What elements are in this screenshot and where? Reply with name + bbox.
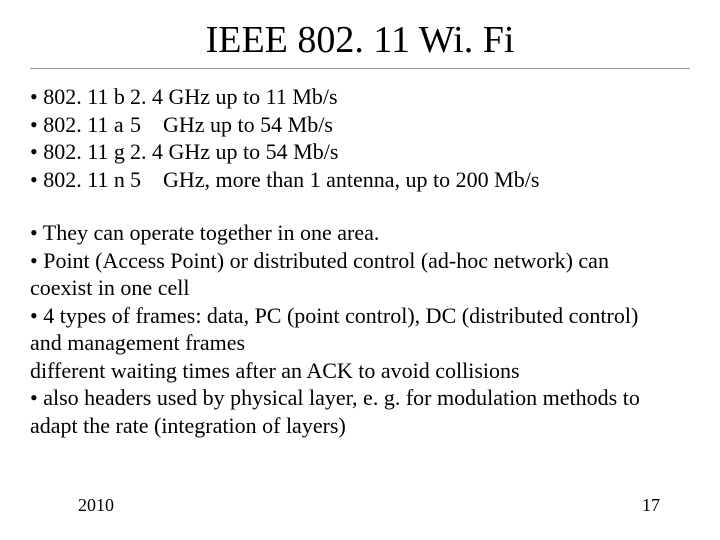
spec-standard: • 802. 11 n <box>30 166 130 194</box>
slide: IEEE 802. 11 Wi. Fi • 802. 11 b 2. 4 GHz… <box>0 0 720 540</box>
note-line: • They can operate together in one area. <box>30 219 690 247</box>
spec-standard: • 802. 11 g <box>30 138 130 166</box>
spec-standard: • 802. 11 b <box>30 83 130 111</box>
note-line: • 4 types of frames: data, PC (point con… <box>30 302 690 330</box>
spec-standard: • 802. 11 a <box>30 111 130 139</box>
spec-row: • 802. 11 a 5 GHz up to 54 Mb/s <box>30 111 690 139</box>
slide-title: IEEE 802. 11 Wi. Fi <box>30 18 690 62</box>
spec-description: 2. 4 GHz up to 54 Mb/s <box>130 138 690 166</box>
spec-row: • 802. 11 b 2. 4 GHz up to 11 Mb/s <box>30 83 690 111</box>
note-line: and management frames <box>30 329 690 357</box>
note-line: different waiting times after an ACK to … <box>30 357 690 385</box>
notes-block: • They can operate together in one area.… <box>30 219 690 439</box>
spec-description: 2. 4 GHz up to 11 Mb/s <box>130 83 690 111</box>
spec-list: • 802. 11 b 2. 4 GHz up to 11 Mb/s • 802… <box>30 83 690 193</box>
title-divider <box>30 68 690 69</box>
note-line: • Point (Access Point) or distributed co… <box>30 247 690 275</box>
spec-row: • 802. 11 n 5 GHz, more than 1 antenna, … <box>30 166 690 194</box>
footer-page: 17 <box>642 495 660 516</box>
footer-year: 2010 <box>78 495 114 516</box>
spec-description: 5 GHz, more than 1 antenna, up to 200 Mb… <box>130 166 690 194</box>
note-line: adapt the rate (integration of layers) <box>30 412 690 440</box>
note-line: • also headers used by physical layer, e… <box>30 384 690 412</box>
spec-row: • 802. 11 g 2. 4 GHz up to 54 Mb/s <box>30 138 690 166</box>
spec-description: 5 GHz up to 54 Mb/s <box>130 111 690 139</box>
note-line: coexist in one cell <box>30 274 690 302</box>
slide-footer: 2010 17 <box>0 495 720 516</box>
